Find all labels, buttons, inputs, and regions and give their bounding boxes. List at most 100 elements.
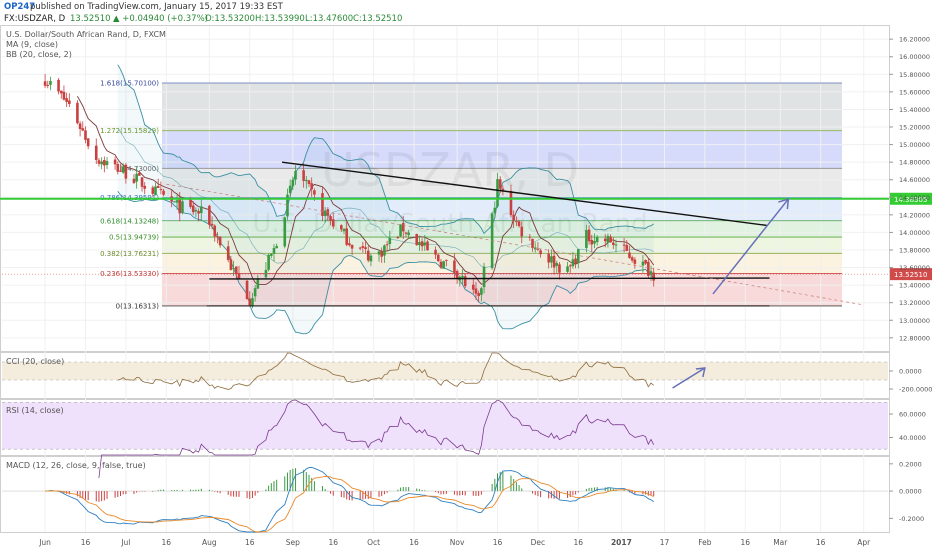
macd-pane-title[interactable]: MACD (12, 26, close, 9, false, true) [6,461,146,470]
candle-body [218,236,222,246]
price-axis-label: 13.00000 [899,317,930,325]
candle-body [213,225,217,237]
time-axis-label: Jul [120,538,130,547]
projection-arrow-head [778,198,790,210]
candle-body [46,84,50,86]
ma-indicator-label[interactable]: MA (9, close) [6,40,58,49]
cci-band [2,362,888,380]
candle-body [310,183,313,190]
candle-body [474,288,478,294]
fib-level-label: 1(14.73000) [116,165,160,173]
candle-body [173,201,176,203]
candle-body [520,226,524,237]
time-axis-label: Apr [857,538,871,547]
time-axis-label: Jun [38,538,51,547]
price-axis-label: 13.80000 [899,246,930,254]
candle-body [302,170,305,181]
candle-body [606,235,610,243]
candle-body [649,271,653,275]
candle-body [342,229,346,232]
candle-body [480,288,483,295]
candle-body [517,221,521,227]
candle-body [609,236,612,243]
price-axis-label: 13.20000 [899,299,930,307]
candle-body [307,180,311,185]
candle-body [622,244,626,246]
fib-level-label: 0.618(14.13248) [100,217,159,225]
fib-level-label: 1.618(15.70100) [100,80,159,88]
rsi-pane-title[interactable]: RSI (14, close) [6,406,64,415]
candle-body [436,254,440,262]
candle-body [625,245,629,251]
macd-line [45,467,654,533]
candle-body [407,232,410,236]
candle-body [294,171,297,180]
price-label: 13.52510 [70,14,111,24]
bb-indicator-label[interactable]: BB (20, close, 2) [6,50,72,59]
candle-body [162,190,165,195]
price-axis-label: 12.80000 [899,334,930,342]
candle-body [380,250,384,257]
time-axis-label: Sep [286,538,300,547]
candle-body [84,130,87,140]
candle-body [86,138,90,147]
candle-body [439,261,443,268]
candle-body [138,172,141,176]
close-label: C:13.52510 [353,14,402,24]
candle-body [189,199,192,207]
bollinger-lower [117,191,655,335]
candle-body [124,164,128,179]
candle-body [423,242,427,246]
candle-body [477,293,480,297]
candle-body [445,259,448,261]
cci-pane-title[interactable]: CCI (20, close) [6,357,64,366]
candle-body [326,209,330,216]
candle-body [633,259,637,264]
candle-body [97,160,101,164]
time-axis-label: Aug [202,538,217,547]
time-axis-label: 16 [816,538,826,547]
candle-body [100,161,103,165]
candle-body [272,247,276,254]
time-axis-label: Dec [531,538,546,547]
candle-body [463,276,467,287]
time-axis-label: 16 [493,538,503,547]
candle-body [305,179,308,182]
candle-body [65,98,68,102]
candle-body [528,236,532,238]
author-name[interactable]: OP247 [4,2,35,12]
candle-body [652,272,656,281]
candle-body [321,193,324,217]
candle-body [226,246,230,260]
candle-body [385,244,389,246]
candle-body [270,253,273,256]
candle-body [401,222,405,232]
candle-body [119,170,122,172]
time-axis-label: Mar [773,538,788,547]
candle-body [194,209,198,212]
low-label: L:13.47600 [305,14,353,24]
time-axis-label: Nov [450,538,465,547]
candle-body [135,173,138,182]
candle-body [574,258,577,264]
macd-axis-label: -0.2000 [899,515,924,523]
candle-body [612,242,615,245]
candle-body [434,249,437,255]
candle-body [340,225,343,230]
candle-body [630,257,634,261]
candle-body [234,266,238,274]
open-label: O:13.53200 [205,14,255,24]
time-axis-label: Feb [698,538,712,547]
candle-body [453,260,456,273]
candle-body [442,261,445,269]
time-axis-label: 16 [409,538,419,547]
candle-body [552,255,556,268]
candle-body [426,241,429,251]
candle-body [191,205,195,213]
candle-body [531,238,534,248]
indicator-layer [2,352,888,533]
candle-body [628,252,631,258]
candle-body [366,250,370,261]
candle-body [156,185,160,188]
